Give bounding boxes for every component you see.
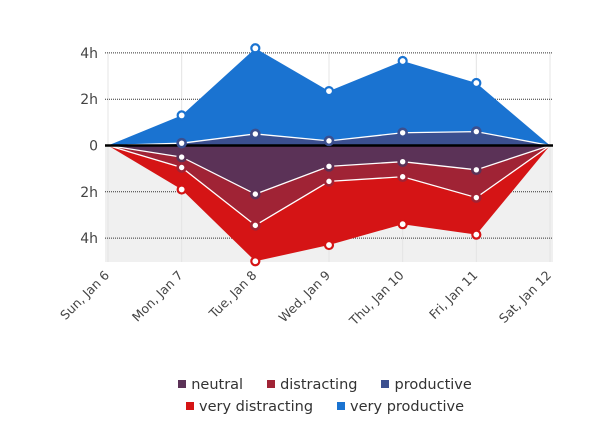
y-tick-label: 4h: [80, 46, 98, 62]
point-neutral: [397, 156, 408, 168]
x-tick-label: Sat, Jan 12: [496, 268, 554, 326]
legend-swatch: [178, 380, 187, 388]
legend-item-productive[interactable]: productive: [381, 374, 472, 396]
point-very-productive: [323, 85, 335, 97]
legend-label: very productive: [350, 399, 465, 415]
point-very-distracting: [250, 256, 261, 267]
legend-item-very-productive[interactable]: very productive: [337, 396, 464, 418]
legend-label: distracting: [280, 377, 358, 393]
legend-item-distracting[interactable]: distracting: [267, 374, 357, 396]
point-distracting: [471, 192, 482, 203]
legend-swatch: [337, 402, 346, 410]
point-very-productive: [176, 110, 187, 121]
legend-item-neutral[interactable]: neutral: [178, 374, 243, 396]
x-tick-label: Thu, Jan 10: [346, 267, 407, 328]
x-tick-label: Sun, Jan 6: [57, 267, 112, 322]
point-very-productive: [471, 77, 482, 89]
point-distracting: [397, 171, 408, 183]
area-very-distracting: [108, 145, 550, 262]
y-tick-label: 4h: [80, 231, 98, 247]
y-tick-label: 2h: [80, 185, 98, 201]
point-neutral: [250, 188, 261, 200]
point-very-productive: [397, 55, 408, 67]
point-very-distracting: [176, 184, 187, 195]
area-distracting: [108, 145, 550, 226]
point-distracting: [323, 176, 335, 187]
y-axis-ticks: 4h 2h 0 2h 4h: [80, 46, 98, 247]
point-very-productive: [250, 43, 261, 54]
y-tick-label: 0: [89, 139, 98, 155]
point-productive: [323, 135, 335, 147]
x-tick-label: Wed, Jan 9: [276, 267, 334, 325]
legend-swatch: [185, 402, 194, 410]
y-tick-label: 2h: [80, 92, 98, 108]
point-very-distracting: [397, 219, 408, 230]
point-very-distracting: [471, 229, 482, 240]
legend: neutral distracting productive very distrac…: [100, 374, 550, 418]
legend-label: productive: [394, 377, 472, 393]
legend-swatch: [267, 380, 276, 388]
area-very-productive: [108, 48, 550, 146]
point-productive: [397, 127, 408, 139]
series-areas: [108, 48, 550, 262]
area-productive: [108, 131, 550, 146]
point-productive: [471, 126, 482, 137]
legend-item-very-distracting[interactable]: very distracting: [185, 396, 314, 418]
area-neutral: [108, 145, 550, 195]
x-tick-label: Mon, Jan 7: [129, 268, 186, 325]
point-distracting: [176, 162, 187, 173]
x-tick-label: Fri, Jan 11: [426, 268, 480, 322]
series-points: [176, 43, 482, 267]
point-neutral: [471, 164, 482, 176]
legend-label: very distracting: [198, 399, 314, 415]
point-neutral: [176, 151, 187, 163]
point-neutral: [323, 161, 335, 172]
legend-label: neutral: [191, 377, 244, 393]
point-very-distracting: [323, 239, 335, 251]
point-distracting: [250, 220, 261, 231]
legend-swatch: [381, 380, 390, 388]
x-axis-ticks: Sun, Jan 6 Mon, Jan 7 Tue, Jan 8 Wed, Jan 9…: [57, 267, 554, 328]
point-productive: [176, 137, 187, 149]
x-tick-label: Tue, Jan 8: [205, 267, 259, 321]
point-productive: [250, 128, 261, 140]
